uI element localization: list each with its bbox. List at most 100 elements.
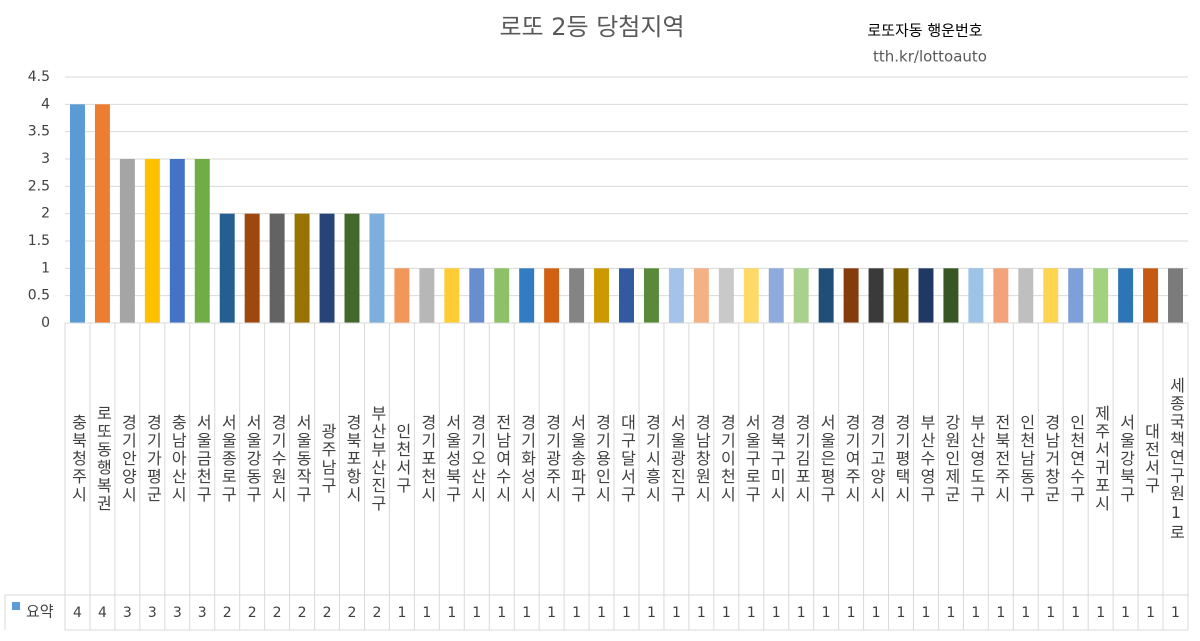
- data-table-value: 1: [597, 605, 606, 621]
- data-table-value: 1: [472, 605, 481, 621]
- x-tick-label-cell: 인천서구: [389, 323, 414, 595]
- data-table-value: 1: [647, 605, 656, 621]
- x-tick-label: 대구달서구: [617, 414, 637, 504]
- x-tick-label: 부산영도구: [966, 414, 986, 504]
- x-tick-label-cell: 서울금천구: [190, 323, 215, 595]
- y-tick-label: 0.5: [28, 288, 50, 304]
- data-table-value: 1: [622, 605, 631, 621]
- x-tick-label-cell: 대전서구: [1138, 323, 1163, 595]
- bar: [718, 268, 734, 323]
- data-table-value: 1: [822, 605, 831, 621]
- bar: [119, 159, 135, 323]
- x-tick-label: 강원인제군: [941, 414, 961, 504]
- bar: [693, 268, 709, 323]
- data-table-value: 3: [123, 605, 132, 621]
- x-tick-label-cell: 서울송파구: [564, 323, 589, 595]
- x-tick-label-cell: 부산영도구: [963, 323, 988, 595]
- bar: [469, 268, 485, 323]
- data-table-value: 2: [273, 605, 282, 621]
- x-tick-label: 경기포천시: [417, 414, 437, 504]
- data-table-value: 2: [372, 605, 381, 621]
- bar: [768, 268, 784, 323]
- x-tick-label-cell: 경남거창군: [1038, 323, 1063, 595]
- x-tick-label: 광주남구: [318, 423, 338, 495]
- x-tick-label: 경기오산시: [467, 414, 487, 504]
- x-tick-label-cell: 강원인제군: [938, 323, 963, 595]
- x-tick-label-cell: 서울강북구: [1113, 323, 1138, 595]
- bar: [69, 104, 85, 323]
- x-tick-label: 충북청주시: [68, 414, 88, 504]
- data-table-value: 1: [946, 605, 955, 621]
- x-tick-label-cell: 경기용인시: [589, 323, 614, 595]
- data-table-value: 1: [922, 605, 931, 621]
- x-tick-label: 경북포항시: [342, 414, 362, 504]
- x-tick-label-cell: 서울성북구: [439, 323, 464, 595]
- bar: [918, 268, 934, 323]
- x-tick-label-cell: 부산부산진구: [364, 323, 389, 595]
- data-table-value: 1: [1096, 605, 1105, 621]
- data-table-value: 1: [797, 605, 806, 621]
- x-tick-label-cell: 광주남구: [315, 323, 340, 595]
- x-tick-label: 세종국책연구원1로: [1166, 376, 1186, 542]
- bar: [868, 268, 884, 323]
- bar: [1143, 268, 1159, 323]
- data-table-value: 1: [397, 605, 406, 621]
- data-table-value: 2: [223, 605, 232, 621]
- x-tick-label-cell: 경기여주시: [839, 323, 864, 595]
- x-tick-label: 대전서구: [1141, 423, 1161, 495]
- data-table-value: 3: [198, 605, 207, 621]
- x-tick-label: 경남창원시: [692, 414, 712, 504]
- x-tick-label: 경기용인시: [592, 414, 612, 504]
- bar: [494, 268, 510, 323]
- x-tick-label: 인천서구: [392, 423, 412, 495]
- bar: [1068, 268, 1084, 323]
- data-table-value: 1: [697, 605, 706, 621]
- bar: [643, 268, 659, 323]
- x-tick-label-cell: 경기시흥시: [639, 323, 664, 595]
- data-table-value: 1: [996, 605, 1005, 621]
- x-tick-label: 경북구미시: [767, 414, 787, 504]
- y-tick-label: 1.5: [28, 233, 50, 249]
- bar: [519, 268, 535, 323]
- x-tick-label-cell: 충북청주시: [65, 323, 90, 595]
- bar: [818, 268, 834, 323]
- x-tick-label-cell: 경기고양시: [864, 323, 889, 595]
- x-tick-label-cell: 대구달서구: [614, 323, 639, 595]
- legend-label: 요약: [26, 603, 54, 621]
- x-tick-label: 경기안양시: [118, 414, 138, 504]
- bar: [144, 159, 160, 323]
- x-tick-label-cell: 서울동작구: [290, 323, 315, 595]
- x-tick-label-cell: 경기가평군: [140, 323, 165, 595]
- data-table-value: 1: [422, 605, 431, 621]
- y-tick-label: 4: [41, 96, 50, 112]
- annotation: 로또자동 행운번호: [867, 22, 982, 40]
- x-tick-label-cell: 경기평택시: [889, 323, 914, 595]
- x-tick-label-cell: 제주서귀포시: [1088, 323, 1113, 595]
- bar: [244, 213, 260, 323]
- x-tick-label: 경기가평군: [143, 414, 163, 504]
- x-tick-label-cell: 부산수영구: [913, 323, 938, 595]
- data-table-value: 1: [522, 605, 531, 621]
- x-tick-label: 전남여수시: [492, 414, 512, 504]
- x-tick-label-cell: 서울강동구: [240, 323, 265, 595]
- x-tick-label-cell: 전북전주시: [988, 323, 1013, 595]
- x-tick-label: 서울강동구: [243, 414, 263, 504]
- bar: [943, 268, 959, 323]
- x-tick-label-cell: 경기수원시: [265, 323, 290, 595]
- x-tick-label: 서울송파구: [567, 414, 587, 504]
- bar: [194, 159, 210, 323]
- x-tick-label-cell: 인천연수구: [1063, 323, 1088, 595]
- x-tick-label: 서울광진구: [667, 414, 687, 504]
- x-tick-label-cell: 경기광주시: [539, 323, 564, 595]
- x-tick-label-cell: 로또동행복권: [90, 323, 115, 595]
- data-table-value: 1: [722, 605, 731, 621]
- x-tick-label-cell: 전남여수시: [489, 323, 514, 595]
- x-tick-label: 로또동행복권: [93, 405, 113, 513]
- x-tick-label-cell: 경북포항시: [340, 323, 365, 595]
- bar: [1018, 268, 1034, 323]
- bar: [544, 268, 560, 323]
- x-tick-label: 충남아산시: [168, 414, 188, 504]
- bar: [294, 213, 310, 323]
- x-tick-label: 경기이천시: [717, 414, 737, 504]
